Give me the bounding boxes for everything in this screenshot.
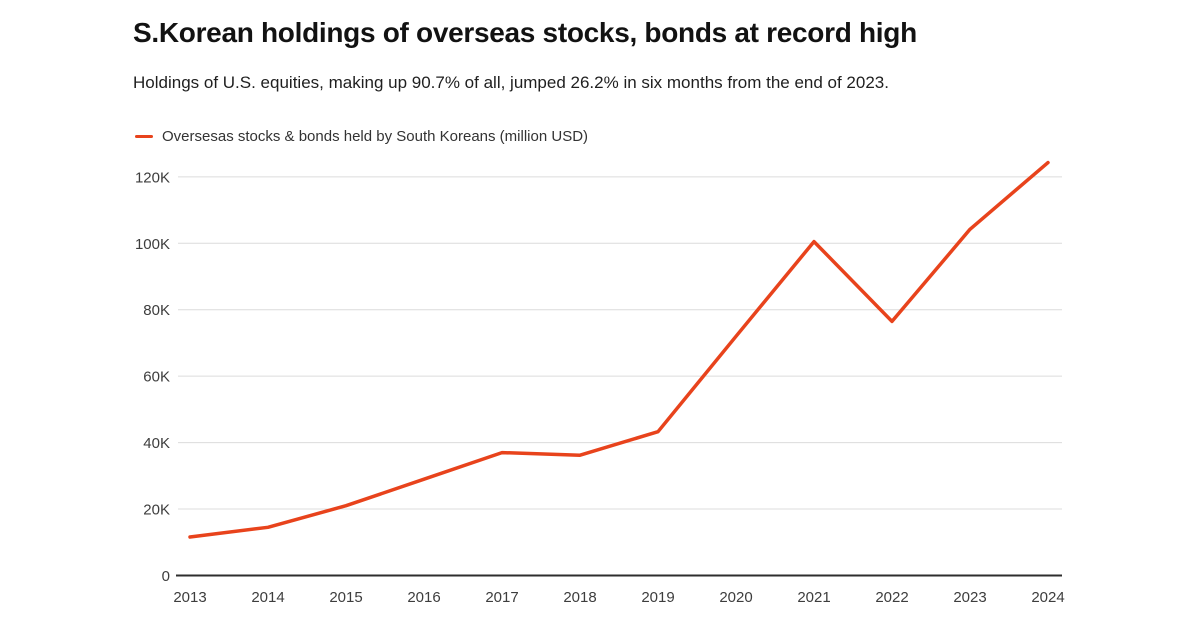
y-tick-label: 80K bbox=[143, 302, 170, 319]
x-tick-label: 2017 bbox=[485, 589, 518, 606]
x-tick-label: 2013 bbox=[173, 589, 206, 606]
series-line bbox=[188, 160, 1050, 539]
x-tick-label: 2018 bbox=[563, 589, 596, 606]
y-tick-label: 20K bbox=[143, 502, 170, 519]
legend: Oversesas stocks & bonds held by South K… bbox=[135, 128, 588, 145]
x-tick-label: 2022 bbox=[875, 589, 908, 606]
y-tick-label: 0 bbox=[162, 568, 170, 585]
x-tick-label: 2021 bbox=[797, 589, 830, 606]
y-tick-label: 100K bbox=[135, 236, 170, 253]
x-tick-label: 2015 bbox=[329, 589, 362, 606]
x-tick-label: 2020 bbox=[719, 589, 752, 606]
chart-subtitle: Holdings of U.S. equities, making up 90.… bbox=[133, 73, 889, 92]
legend-label: Oversesas stocks & bonds held by South K… bbox=[162, 128, 589, 145]
legend-line-swatch-icon bbox=[135, 134, 153, 139]
y-tick-label: 60K bbox=[143, 369, 170, 386]
x-tick-label: 2019 bbox=[641, 589, 674, 606]
x-tick-label: 2014 bbox=[251, 589, 284, 606]
y-tick-label: 120K bbox=[135, 169, 170, 186]
y-tick-label: 40K bbox=[143, 435, 170, 452]
x-tick-label: 2016 bbox=[407, 589, 440, 606]
chart-title: S.Korean holdings of overseas stocks, bo… bbox=[133, 17, 917, 48]
x-tick-label: 2024 bbox=[1031, 589, 1064, 606]
x-tick-label: 2023 bbox=[953, 589, 986, 606]
